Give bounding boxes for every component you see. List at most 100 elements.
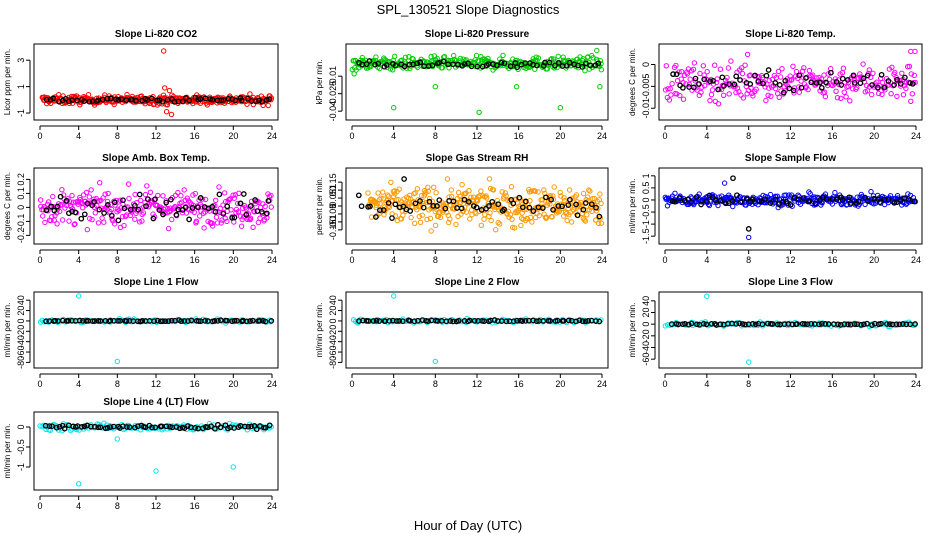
reference-point (115, 217, 122, 224)
panel-4: Slope Gas Stream RH 0 4 8 12 16 20 24 -0.15-0.1-… (315, 153, 609, 265)
reference-point (450, 198, 457, 205)
reference-point (49, 423, 55, 430)
data-point (213, 214, 220, 220)
reference-point (510, 318, 517, 325)
reference-point (486, 203, 492, 209)
reference-point (587, 62, 593, 69)
data-point (801, 65, 807, 71)
y-axis-label: ml/min per min. (315, 303, 324, 358)
panel-7: Slope Line 2 Flow 0 4 8 12 16 20 24 -80-60-40-20… (315, 277, 609, 389)
data-point (83, 189, 90, 196)
x-tick-label: 16 (514, 379, 524, 389)
y-axis-label: ml/min per min. (628, 179, 637, 234)
x-tick-label: 24 (597, 379, 607, 389)
reference-point (690, 84, 697, 91)
data-point (507, 212, 513, 218)
x-tick-label: 4 (76, 501, 81, 511)
data-point (833, 88, 839, 95)
data-point (509, 216, 515, 223)
reference-point (755, 78, 762, 85)
reference-point (266, 96, 273, 103)
data-point (138, 197, 144, 204)
reference-point (737, 199, 744, 205)
y-tick-label: 0 (16, 424, 26, 429)
reference-point (844, 77, 851, 83)
outlier-point (114, 436, 121, 442)
x-tick-label: 12 (151, 131, 161, 141)
reference-point (579, 318, 586, 325)
data-point (166, 209, 173, 215)
reference-point (95, 318, 102, 324)
reference-point (516, 194, 523, 201)
y-tick-label: 0 (641, 62, 651, 67)
panel-title: Slope Line 3 Flow (748, 277, 833, 288)
outlier-point (76, 481, 82, 487)
plot-frame (345, 291, 609, 369)
reference-point (566, 59, 573, 66)
data-point (132, 216, 138, 222)
y-tick-label: 20 (328, 306, 338, 316)
reference-point (878, 320, 884, 327)
data-point (597, 191, 603, 197)
reference-point (585, 317, 591, 324)
data-point (247, 215, 254, 222)
x-tick-label: 20 (228, 131, 238, 141)
reference-point (148, 95, 155, 102)
reference-point (163, 423, 170, 430)
data-point (212, 203, 218, 209)
x-tick-label: 16 (190, 131, 200, 141)
reference-point (192, 425, 198, 431)
reference-point (877, 199, 883, 205)
reference-point (108, 212, 115, 219)
reference-point (676, 195, 683, 202)
reference-point (743, 196, 750, 202)
reference-point (159, 98, 166, 105)
reference-point (134, 423, 141, 430)
x-tick-label: 12 (785, 255, 795, 265)
data-point (455, 213, 461, 220)
reference-point (846, 194, 853, 201)
data-point (493, 227, 499, 233)
data-point (791, 90, 797, 96)
reference-point (864, 72, 871, 79)
y-tick-label: 0.5 (641, 182, 651, 195)
reference-point (902, 74, 908, 81)
data-point (84, 226, 91, 233)
reference-point (685, 321, 692, 328)
panel-8: Slope Line 3 Flow 0 4 8 12 16 20 24 -60-40-20 0 20… (628, 277, 923, 389)
data-point (88, 187, 94, 193)
y-tick-label: -40 (641, 341, 651, 354)
data-point (669, 81, 675, 87)
data-point (909, 91, 915, 97)
reference-point (498, 59, 505, 66)
reference-point (216, 191, 223, 198)
data-point (796, 84, 802, 90)
x-tick-label: 0 (662, 255, 667, 265)
x-tick-label: 24 (267, 131, 277, 141)
data-point (768, 93, 774, 100)
reference-point (839, 196, 846, 203)
reference-point (197, 96, 204, 102)
data-point (584, 212, 590, 218)
reference-point (160, 211, 166, 218)
data-point (92, 210, 99, 216)
reference-point (209, 203, 216, 210)
y-tick-label: -1.5 (641, 228, 651, 244)
data-point (869, 91, 875, 98)
reference-point (547, 318, 553, 324)
reference-point (694, 321, 700, 328)
reference-point (796, 72, 803, 79)
data-point (251, 209, 258, 215)
data-point (766, 85, 772, 91)
reference-point (231, 214, 238, 221)
reference-point (123, 318, 130, 324)
panel-6: Slope Line 1 Flow 0 4 8 12 16 20 24 -80-60-40-20… (3, 277, 279, 389)
data-point (125, 181, 132, 187)
data-point (750, 93, 756, 99)
reference-point (559, 203, 565, 210)
data-point (121, 222, 127, 229)
reference-point (136, 191, 143, 198)
y-axis-label: degrees C per min. (628, 48, 637, 116)
data-point (147, 189, 154, 196)
data-point (424, 216, 430, 223)
